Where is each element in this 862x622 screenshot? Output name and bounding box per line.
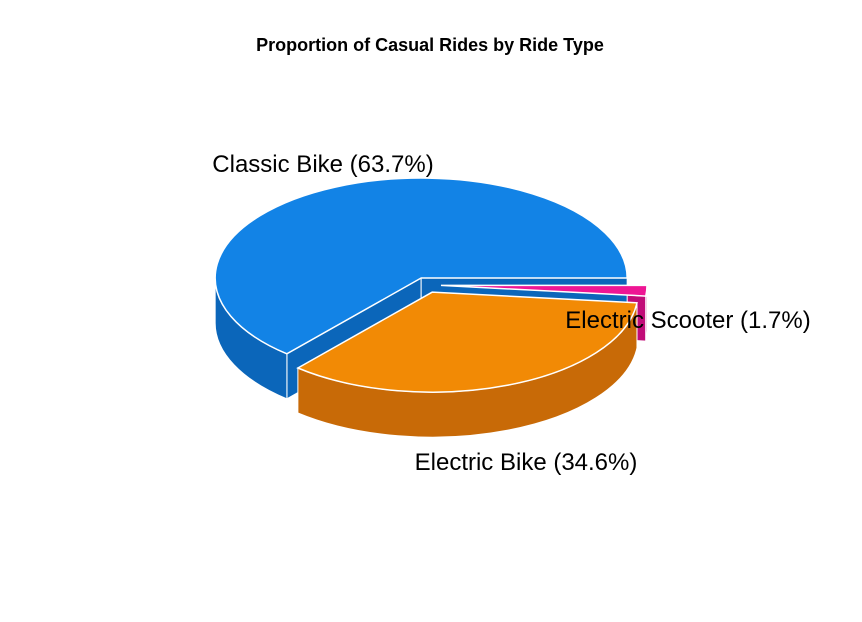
- pie-slices: [214, 177, 648, 438]
- electric-scooter-label: Electric Scooter (1.7%): [565, 307, 810, 334]
- chart-title: Proportion of Casual Rides by Ride Type: [256, 35, 604, 55]
- slice-labels: Classic Bike (63.7%) Electric Bike (34.6%…: [212, 151, 810, 476]
- electric-scooter-slice: [440, 284, 648, 297]
- electric-bike-slice: [296, 291, 638, 393]
- electric-bike-label: Electric Bike (34.6%): [415, 449, 638, 476]
- classic-bike-slice: [214, 177, 628, 355]
- classic-bike-label: Classic Bike (63.7%): [212, 151, 433, 178]
